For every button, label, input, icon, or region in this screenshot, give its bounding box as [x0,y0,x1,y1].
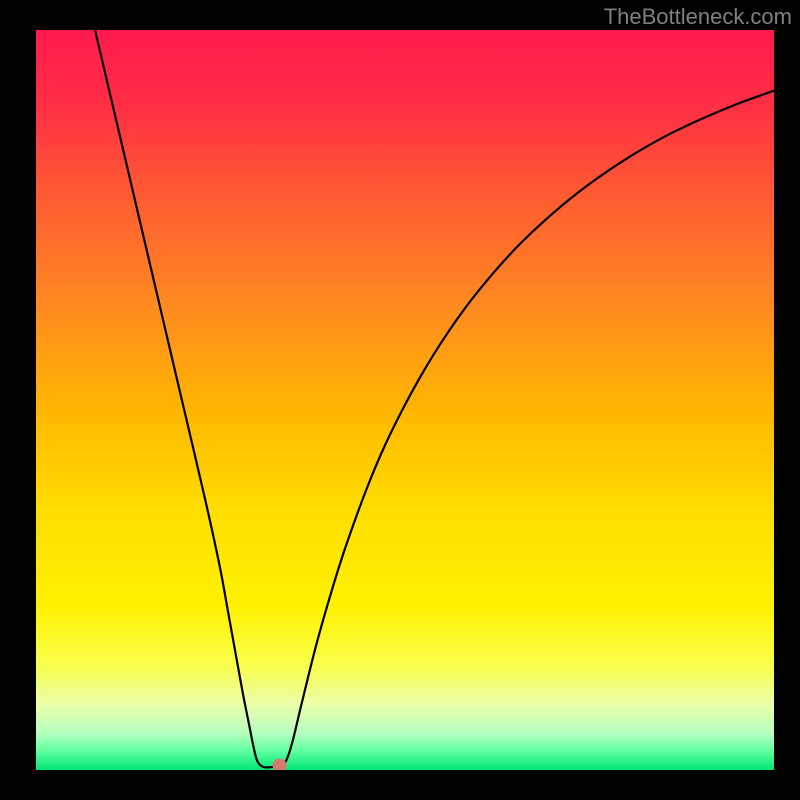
gradient-background [36,30,774,770]
plot-area [36,30,774,770]
chart-svg [36,30,774,770]
watermark-text: TheBottleneck.com [604,4,792,30]
